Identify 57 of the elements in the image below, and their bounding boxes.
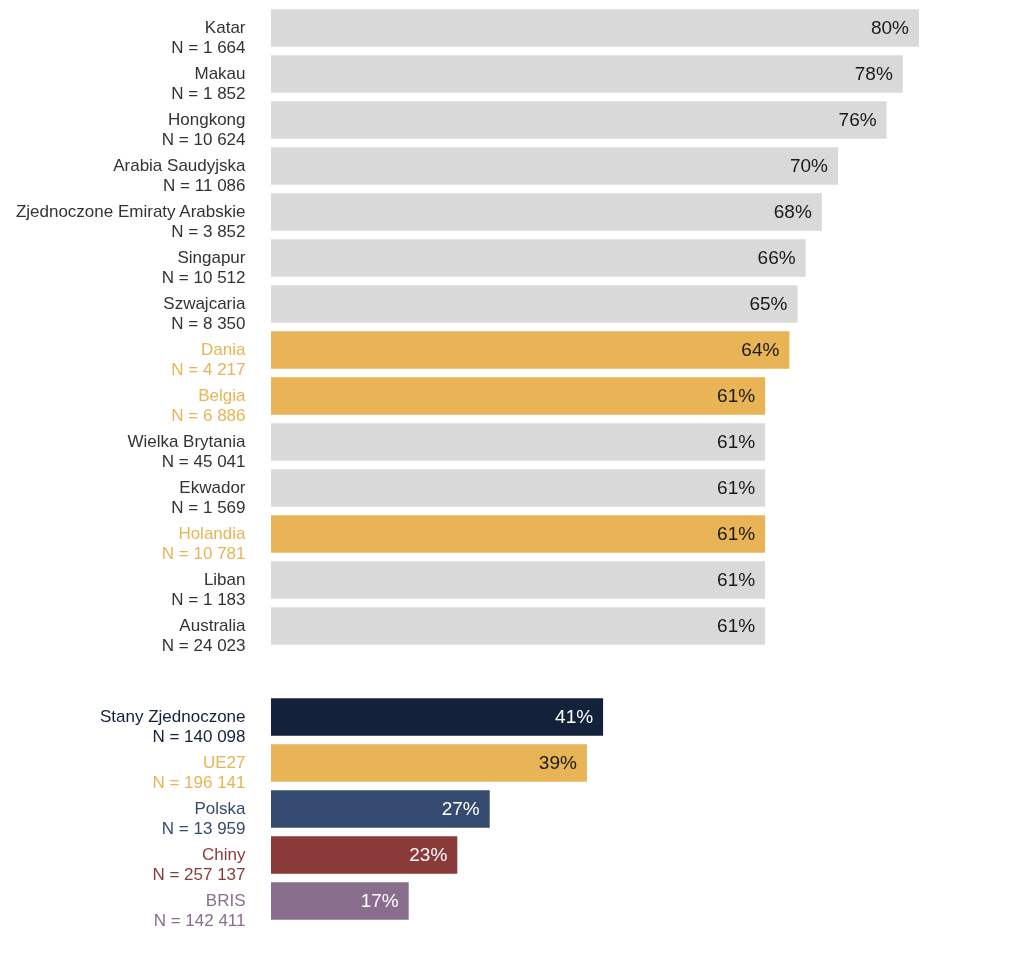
y-tick-label: Liban N = 1 183 [171,570,246,609]
data-label: 61% [717,523,756,544]
bar [271,331,790,369]
data-label: 70% [789,155,829,176]
bar [271,561,766,599]
data-label: 17% [360,890,399,911]
bar [271,790,490,828]
data-label: 68% [773,201,812,222]
y-tick-label: Dania N = 4 217 [171,340,247,379]
data-label: 65% [749,293,788,314]
data-label: 39% [538,752,577,773]
data-label: 61% [717,569,756,590]
data-label: 23% [409,844,448,865]
data-label: 66% [757,247,796,268]
y-tick-label: Stany Zjednoczone N = 140 098 [99,707,246,746]
y-tick-label: Hongkong N = 10 624 [161,110,246,149]
y-tick-label: Makau N = 1 852 [171,64,246,103]
data-label: 76% [838,109,877,130]
y-tick-label: UE27 N = 196 141 [152,753,246,792]
y-tick-label: Polska N = 13 959 [161,799,247,838]
data-label: 61% [717,385,756,406]
bar [271,469,766,507]
bar [271,9,919,47]
data-label: 64% [741,339,780,360]
bar [271,515,766,553]
bar [271,607,766,645]
data-label: 78% [854,63,893,84]
y-tick-label: Zjednoczone Emiraty Arabskie N = 3 852 [15,202,246,241]
y-tick-label: Singapur N = 10 512 [161,248,246,287]
bar [271,882,409,920]
data-label: 61% [717,477,756,498]
bar [271,239,806,277]
data-label: 41% [555,706,594,727]
y-tick-label: Australia N = 24 023 [161,616,247,655]
bar [271,698,604,736]
y-tick-label: Holandia N = 10 781 [161,524,247,563]
bar [271,193,822,231]
bar [271,285,798,323]
y-tick-label: Chiny N = 257 137 [152,845,246,884]
y-tick-label: Arabia Saudyjska N = 11 086 [113,156,247,195]
bar [271,147,838,185]
bar [271,836,458,874]
y-tick-label: Belgia N = 6 886 [171,386,247,425]
y-tick-label: BRIS N = 142 411 [153,891,246,930]
bar [271,55,903,93]
bar [271,744,587,782]
y-tick-label: Wielka Brytania N = 45 041 [127,432,247,471]
data-label: 61% [717,615,756,636]
bar [271,377,766,415]
data-label: 80% [870,17,910,38]
y-tick-label: Katar N = 1 664 [171,18,246,57]
y-tick-label: Szwajcaria N = 8 350 [163,294,247,333]
bar [271,101,887,139]
data-label: 61% [717,431,756,452]
bar [271,423,766,461]
data-label: 27% [441,798,480,819]
y-tick-label: Ekwador N = 1 569 [171,478,246,517]
